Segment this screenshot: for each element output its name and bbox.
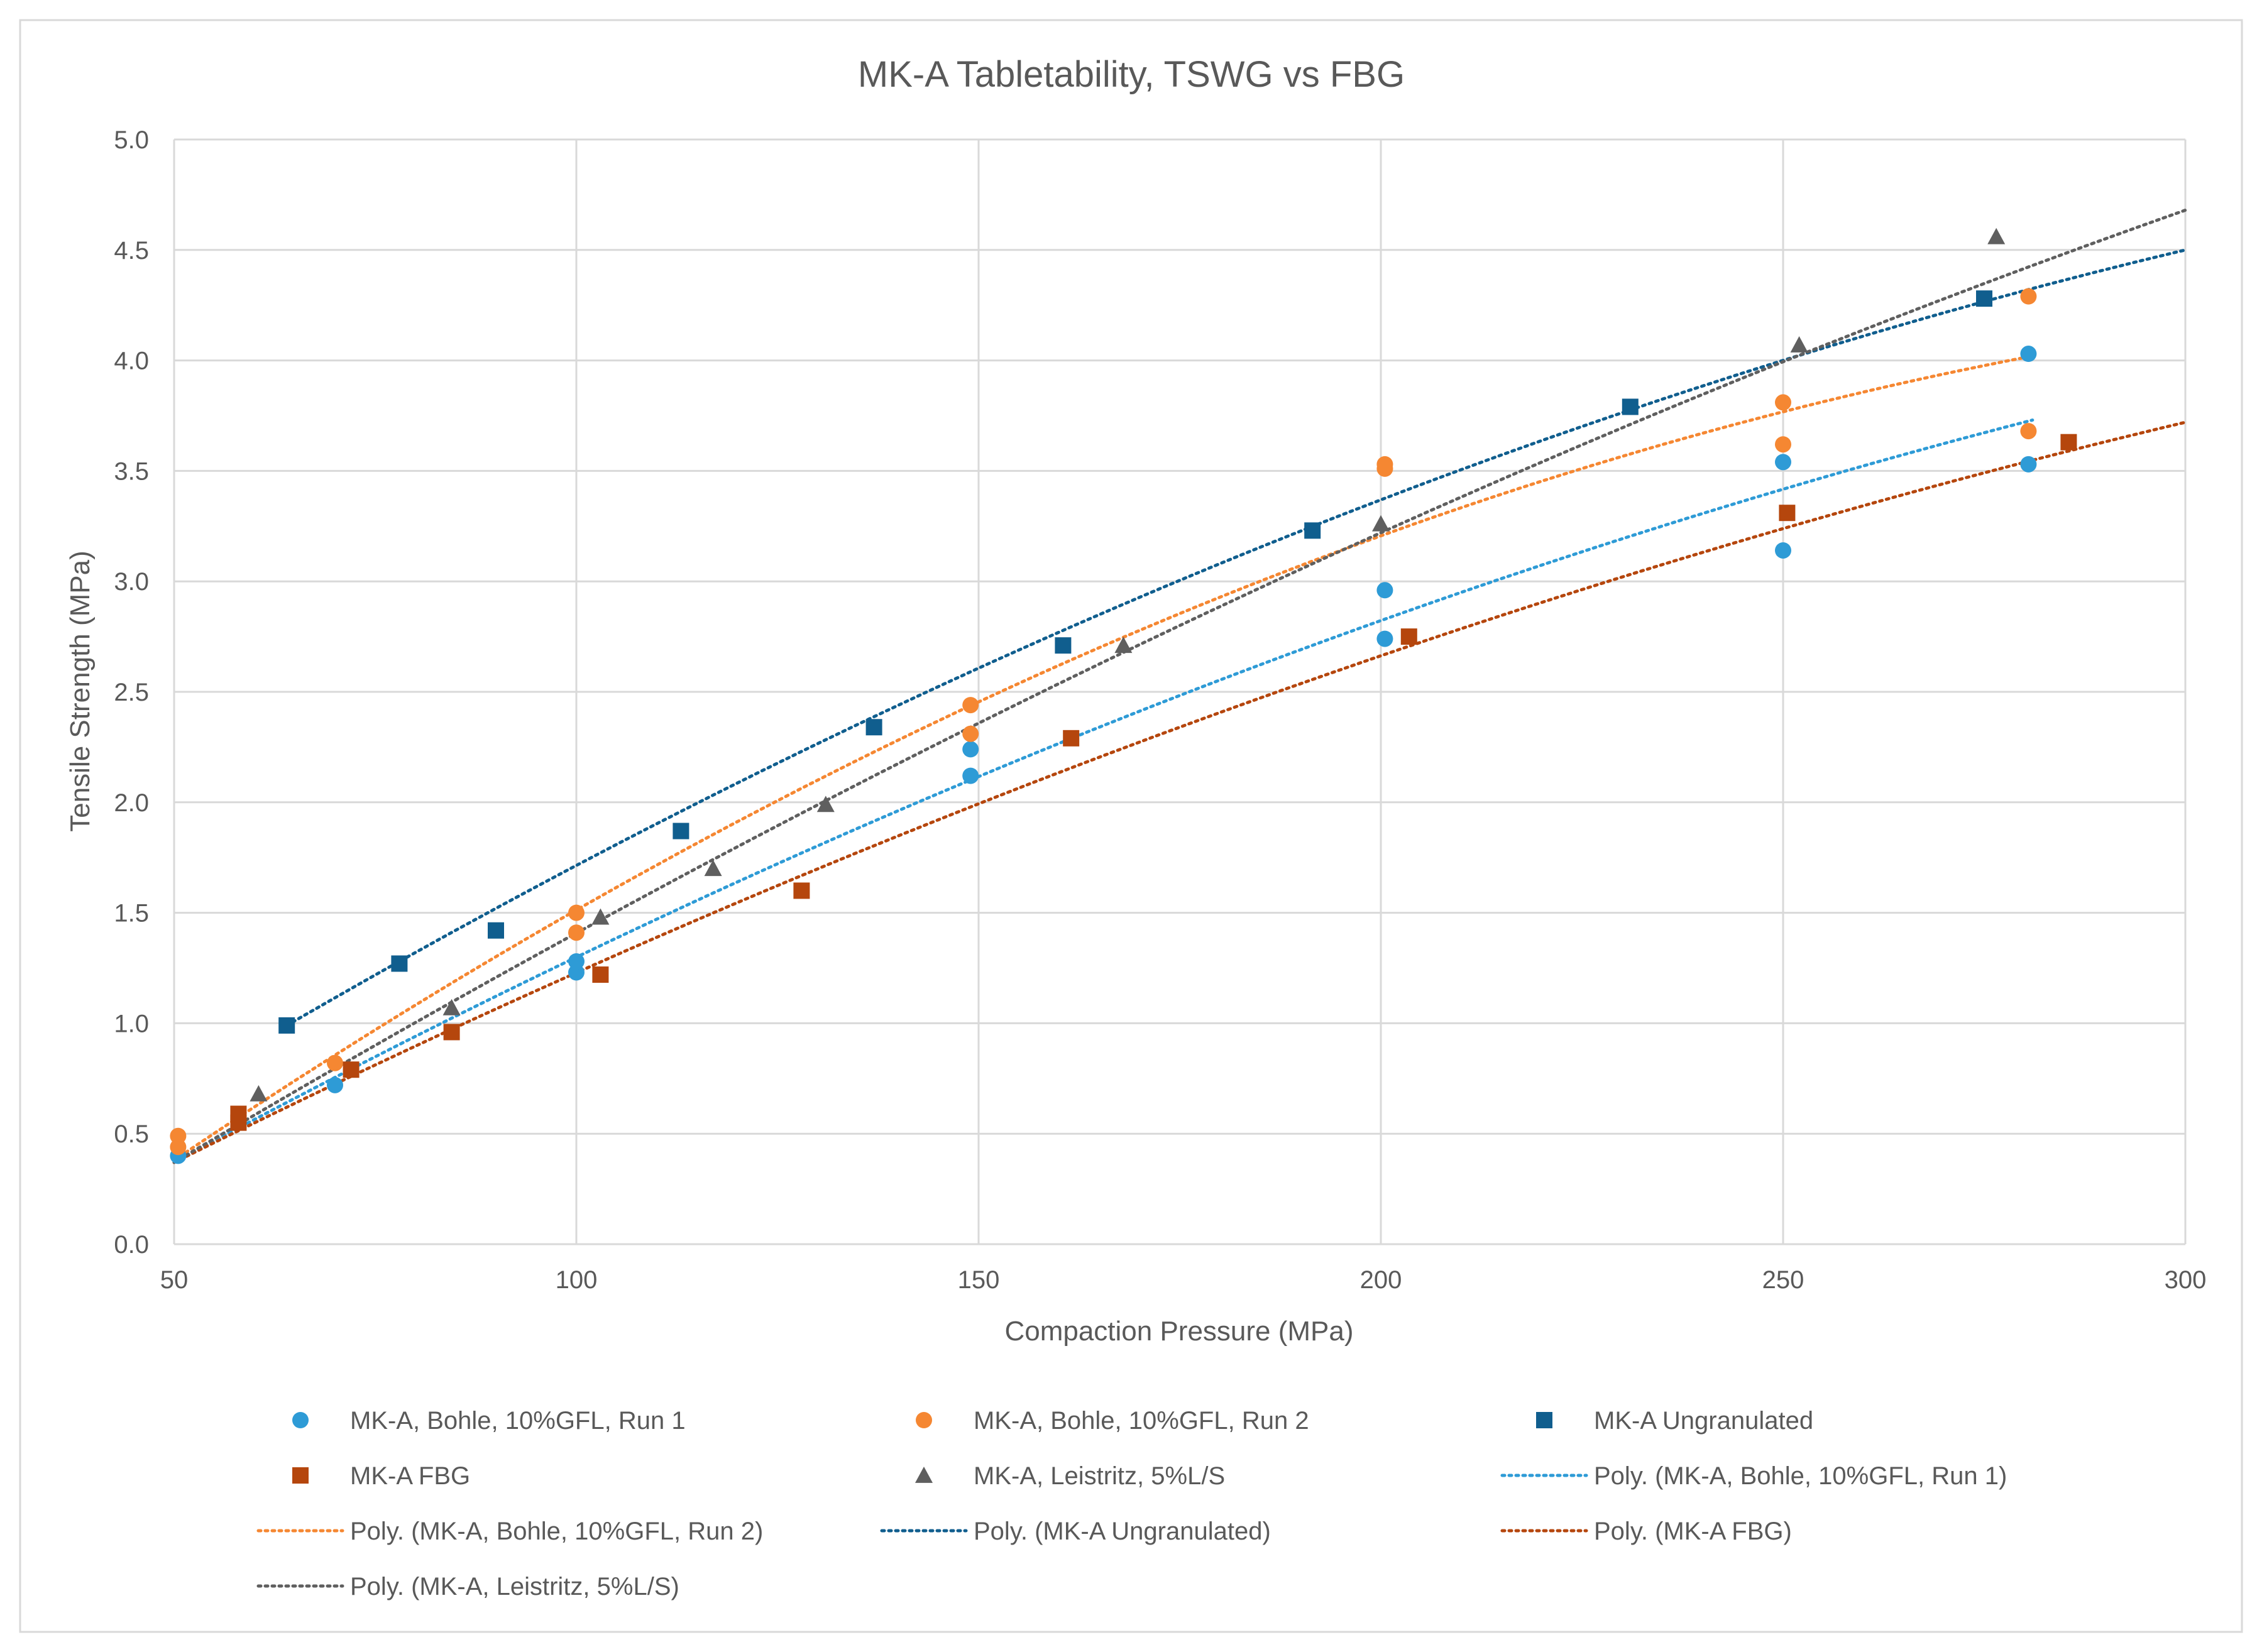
legend-label: MK-A, Bohle, 10%GFL, Run 1 xyxy=(350,1407,686,1435)
x-tick-label: 100 xyxy=(556,1266,598,1294)
trendline xyxy=(172,418,2035,1164)
trendline xyxy=(172,420,2187,1164)
data-point xyxy=(962,767,979,784)
x-axis-title: Compaction Pressure (MPa) xyxy=(1004,1316,1353,1347)
data-point xyxy=(1400,628,1417,645)
legend-label: MK-A, Bohle, 10%GFL, Run 2 xyxy=(974,1407,1309,1435)
data-point xyxy=(442,998,461,1015)
trendlines xyxy=(172,209,2187,1164)
y-tick-label: 4.5 xyxy=(114,237,149,265)
data-point xyxy=(1790,336,1808,353)
legend-marker xyxy=(1536,1412,1552,1428)
data-markers xyxy=(170,227,2077,1164)
data-point xyxy=(1376,582,1393,599)
y-tick-label: 1.0 xyxy=(114,1010,149,1037)
data-point xyxy=(793,882,810,899)
data-point xyxy=(1622,398,1639,415)
data-point xyxy=(1376,630,1393,647)
data-point xyxy=(1775,454,1791,471)
data-point xyxy=(673,823,689,840)
x-tick-label: 150 xyxy=(958,1266,1000,1294)
data-point xyxy=(2020,288,2037,305)
y-tick-label: 0.5 xyxy=(114,1120,149,1148)
legend-marker xyxy=(915,1467,933,1483)
data-point xyxy=(816,796,835,812)
data-point xyxy=(1372,515,1390,532)
data-point xyxy=(568,953,585,970)
legend-label: MK-A, Leistritz, 5%L/S xyxy=(974,1462,1225,1490)
data-point xyxy=(1779,505,1796,522)
data-point xyxy=(1063,730,1080,747)
legend-label: Poly. (MK-A Ungranulated) xyxy=(974,1518,1271,1545)
data-point xyxy=(2020,456,2037,473)
x-tick-label: 250 xyxy=(1762,1266,1804,1294)
legend-marker xyxy=(292,1467,309,1484)
y-tick-label: 2.0 xyxy=(114,789,149,817)
x-tick-label: 50 xyxy=(160,1266,189,1294)
legend-label: MK-A FBG xyxy=(350,1462,470,1490)
legend-label: Poly. (MK-A, Bohle, 10%GFL, Run 1) xyxy=(1594,1462,2007,1490)
y-tick-label: 2.5 xyxy=(114,679,149,706)
data-point xyxy=(1304,522,1321,539)
data-point xyxy=(488,922,504,939)
y-tick-label: 5.0 xyxy=(114,126,149,154)
data-point xyxy=(2060,434,2077,451)
data-point xyxy=(1987,227,2006,244)
data-point xyxy=(1114,637,1133,654)
gridlines xyxy=(173,138,2187,1245)
data-point xyxy=(962,725,979,742)
data-point xyxy=(592,966,609,983)
chart-title: MK-A Tabletability, TSWG vs FBG xyxy=(858,54,1405,95)
legend-label: Poly. (MK-A FBG) xyxy=(1594,1518,1792,1545)
data-point xyxy=(391,955,408,972)
data-point xyxy=(250,1085,268,1102)
y-tick-label: 1.5 xyxy=(114,900,149,927)
legend: MK-A, Bohle, 10%GFL, Run 1 MK-A, Bohle, 1… xyxy=(256,1407,2007,1600)
data-point xyxy=(443,1024,460,1041)
data-point xyxy=(591,908,610,925)
x-tick-label: 200 xyxy=(1360,1266,1402,1294)
data-point xyxy=(865,719,882,736)
data-point xyxy=(1775,394,1791,411)
chart-area-border xyxy=(19,19,2243,1633)
data-point xyxy=(1055,637,1072,654)
trendline xyxy=(172,354,2035,1162)
y-axis-title: Tensile Strength (MPa) xyxy=(65,550,96,832)
data-point xyxy=(1775,436,1791,453)
data-point xyxy=(704,860,722,877)
y-tick-label: 0.0 xyxy=(114,1231,149,1259)
data-point xyxy=(230,1105,247,1122)
data-point xyxy=(327,1076,343,1093)
y-tick-label: 4.0 xyxy=(114,347,149,375)
x-tick-label: 300 xyxy=(2165,1266,2207,1294)
trendline xyxy=(285,248,2187,1027)
data-point xyxy=(568,924,585,941)
legend-label: Poly. (MK-A, Bohle, 10%GFL, Run 2) xyxy=(350,1518,763,1545)
axis-ticks: 0.0 0.5 1.0 1.5 2.0 2.5 3.0 3.5 4.0 4.5 5.0 50 100 15… xyxy=(114,126,2206,1294)
data-point xyxy=(962,741,979,758)
legend-label: MK-A Ungranulated xyxy=(1594,1407,1813,1435)
trendline xyxy=(172,209,2187,1164)
data-point xyxy=(1976,290,1992,307)
data-point xyxy=(2020,423,2037,440)
data-point xyxy=(568,904,585,921)
data-point xyxy=(1775,542,1791,559)
y-tick-label: 3.0 xyxy=(114,568,149,596)
legend-marker xyxy=(916,1412,932,1428)
legend-label: Poly. (MK-A, Leistritz, 5%L/S) xyxy=(350,1573,679,1600)
data-point xyxy=(278,1017,295,1034)
data-point xyxy=(1376,456,1393,473)
data-point xyxy=(170,1127,187,1144)
data-point xyxy=(327,1054,343,1071)
data-point xyxy=(343,1061,360,1078)
y-tick-label: 3.5 xyxy=(114,457,149,485)
data-point xyxy=(962,697,979,714)
legend-marker xyxy=(292,1412,309,1428)
data-point xyxy=(2020,346,2037,363)
